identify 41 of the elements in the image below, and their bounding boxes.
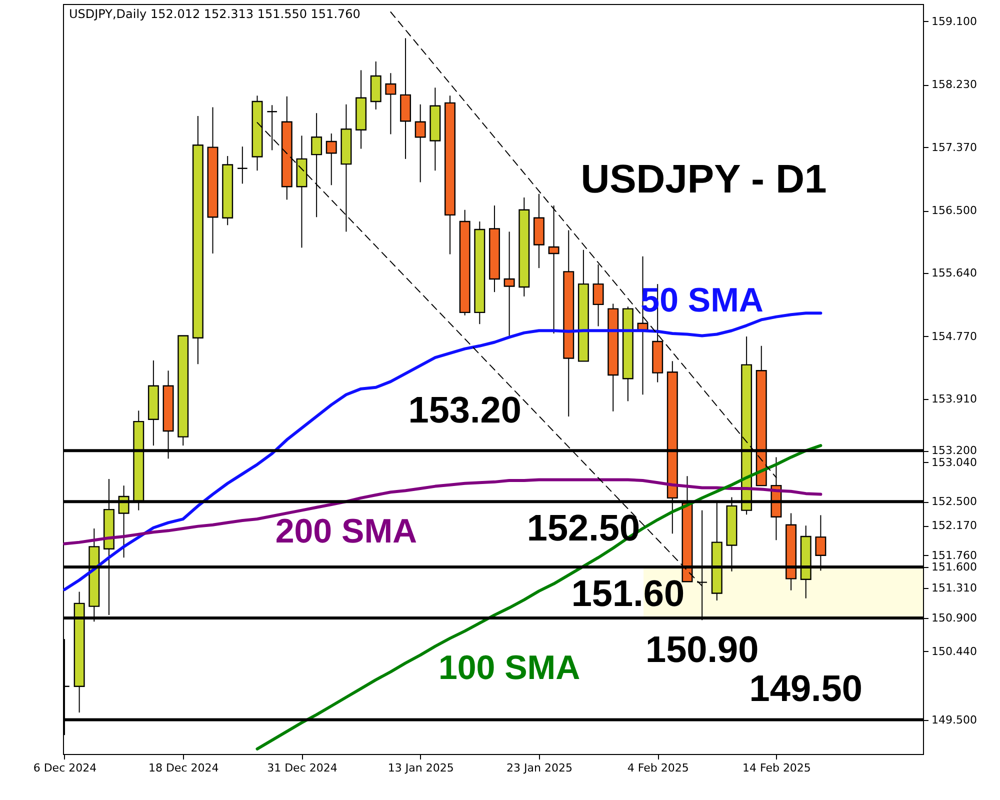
y-tick-label: 154.770: [932, 330, 977, 343]
ref-line-label: 150.90: [645, 628, 759, 670]
y-tick-label: 151.760: [932, 548, 977, 562]
y-tick-label: 157.370: [932, 140, 977, 154]
y-tick-label: 150.900: [932, 611, 977, 624]
y-tick-label: 151.310: [932, 582, 977, 595]
y-tick-label: 156.500: [932, 204, 977, 218]
candlestick: [592, 264, 604, 327]
x-tick-label: 18 Dec 2024: [148, 762, 219, 774]
series-label: 100 SMA: [438, 648, 580, 687]
y-tick-label: 155.640: [932, 266, 977, 280]
y-tick-label: 149.500: [932, 713, 977, 726]
y-tick-label: 153.200: [932, 444, 977, 458]
y-tick-label: 153.910: [932, 392, 977, 406]
x-tick-label: 6 Dec 2024: [33, 762, 97, 774]
y-tick-label: 158.230: [932, 78, 977, 92]
y-tick-label: 150.440: [932, 644, 977, 658]
series-label: 200 SMA: [275, 512, 418, 551]
candlestick: [326, 132, 337, 186]
y-tick-label: 152.500: [932, 495, 977, 508]
candlestick: [414, 104, 426, 183]
ref-line-label: 152.50: [526, 508, 640, 549]
candlestick: [504, 231, 515, 336]
ref-line-label: 153.20: [408, 390, 522, 431]
x-tick-label: 13 Jan 2025: [388, 762, 454, 774]
x-tick-label: 14 Feb 2025: [742, 762, 811, 774]
y-tick-label: 153.040: [932, 456, 977, 469]
y-tick-label: 152.170: [932, 519, 977, 532]
candlestick: [236, 146, 248, 184]
chart-subtitle: USDJPY,Daily 152.012 152.313 151.550 151.760: [69, 7, 360, 21]
x-tick-label: 4 Feb 2025: [627, 762, 689, 774]
x-tick-label: 23 Jan 2025: [506, 762, 572, 774]
y-tick-label: 159.100: [932, 14, 977, 28]
ref-line-label: 151.60: [571, 573, 685, 614]
candlestick: [548, 205, 560, 334]
x-tick-label: 31 Dec 2024: [267, 762, 338, 774]
candlestick: [385, 72, 396, 135]
line-series: [63, 478, 822, 546]
text: USDJPY - D1: [580, 157, 827, 202]
ref-line-label: 149.50: [749, 668, 862, 709]
y-tick-label: 151.600: [932, 560, 977, 574]
